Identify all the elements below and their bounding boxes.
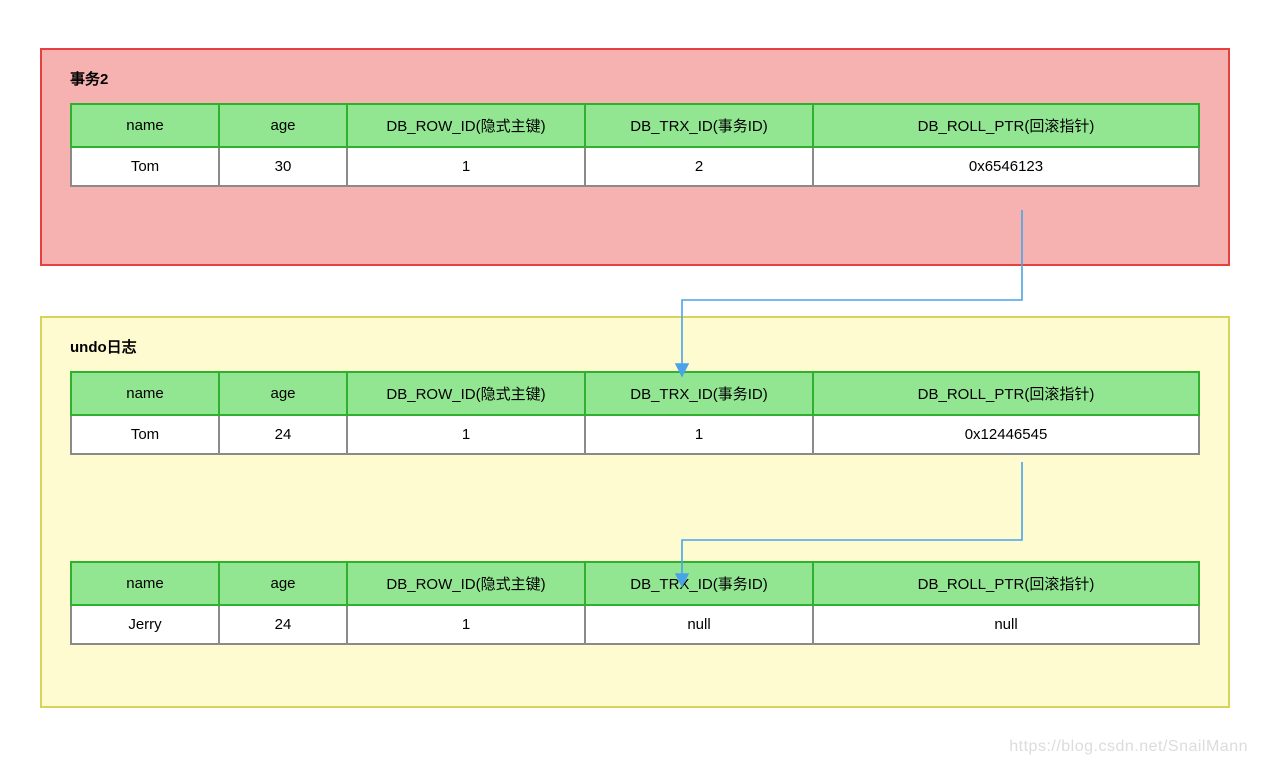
column-header: DB_ROW_ID(隐式主键) xyxy=(347,104,585,147)
cell: 1 xyxy=(347,605,585,644)
table-header-row: nameageDB_ROW_ID(隐式主键)DB_TRX_ID(事务ID)DB_… xyxy=(71,562,1199,605)
transaction-panel-title: 事务2 xyxy=(70,68,1200,89)
cell: 1 xyxy=(347,147,585,186)
undo-log-panel: undo日志 nameageDB_ROW_ID(隐式主键)DB_TRX_ID(事… xyxy=(40,316,1230,708)
table-row: Tom24110x12446545 xyxy=(71,415,1199,454)
column-header: DB_ROLL_PTR(回滚指针) xyxy=(813,562,1199,605)
column-header: DB_ROW_ID(隐式主键) xyxy=(347,372,585,415)
table-header-row: nameageDB_ROW_ID(隐式主键)DB_TRX_ID(事务ID)DB_… xyxy=(71,104,1199,147)
transaction-table: nameageDB_ROW_ID(隐式主键)DB_TRX_ID(事务ID)DB_… xyxy=(70,103,1200,187)
column-header: DB_TRX_ID(事务ID) xyxy=(585,104,813,147)
column-header: DB_TRX_ID(事务ID) xyxy=(585,562,813,605)
column-header: DB_ROW_ID(隐式主键) xyxy=(347,562,585,605)
watermark-text: https://blog.csdn.net/SnailMann xyxy=(1009,738,1248,756)
table-row: Jerry241nullnull xyxy=(71,605,1199,644)
column-header: name xyxy=(71,562,219,605)
cell: 0x6546123 xyxy=(813,147,1199,186)
undo-log-panel-title: undo日志 xyxy=(70,336,1200,357)
table-row: Tom30120x6546123 xyxy=(71,147,1199,186)
cell: Tom xyxy=(71,415,219,454)
undo-log-table-2: nameageDB_ROW_ID(隐式主键)DB_TRX_ID(事务ID)DB_… xyxy=(70,561,1200,645)
cell: 1 xyxy=(585,415,813,454)
column-header: name xyxy=(71,104,219,147)
cell: null xyxy=(585,605,813,644)
cell: 30 xyxy=(219,147,347,186)
cell: 2 xyxy=(585,147,813,186)
transaction-panel: 事务2 nameageDB_ROW_ID(隐式主键)DB_TRX_ID(事务ID… xyxy=(40,48,1230,266)
cell: 24 xyxy=(219,605,347,644)
column-header: name xyxy=(71,372,219,415)
column-header: DB_ROLL_PTR(回滚指针) xyxy=(813,372,1199,415)
cell: 24 xyxy=(219,415,347,454)
cell: 0x12446545 xyxy=(813,415,1199,454)
column-header: age xyxy=(219,104,347,147)
cell: 1 xyxy=(347,415,585,454)
column-header: DB_TRX_ID(事务ID) xyxy=(585,372,813,415)
undo-log-table-1: nameageDB_ROW_ID(隐式主键)DB_TRX_ID(事务ID)DB_… xyxy=(70,371,1200,455)
cell: null xyxy=(813,605,1199,644)
table-header-row: nameageDB_ROW_ID(隐式主键)DB_TRX_ID(事务ID)DB_… xyxy=(71,372,1199,415)
cell: Jerry xyxy=(71,605,219,644)
column-header: DB_ROLL_PTR(回滚指针) xyxy=(813,104,1199,147)
cell: Tom xyxy=(71,147,219,186)
column-header: age xyxy=(219,372,347,415)
column-header: age xyxy=(219,562,347,605)
